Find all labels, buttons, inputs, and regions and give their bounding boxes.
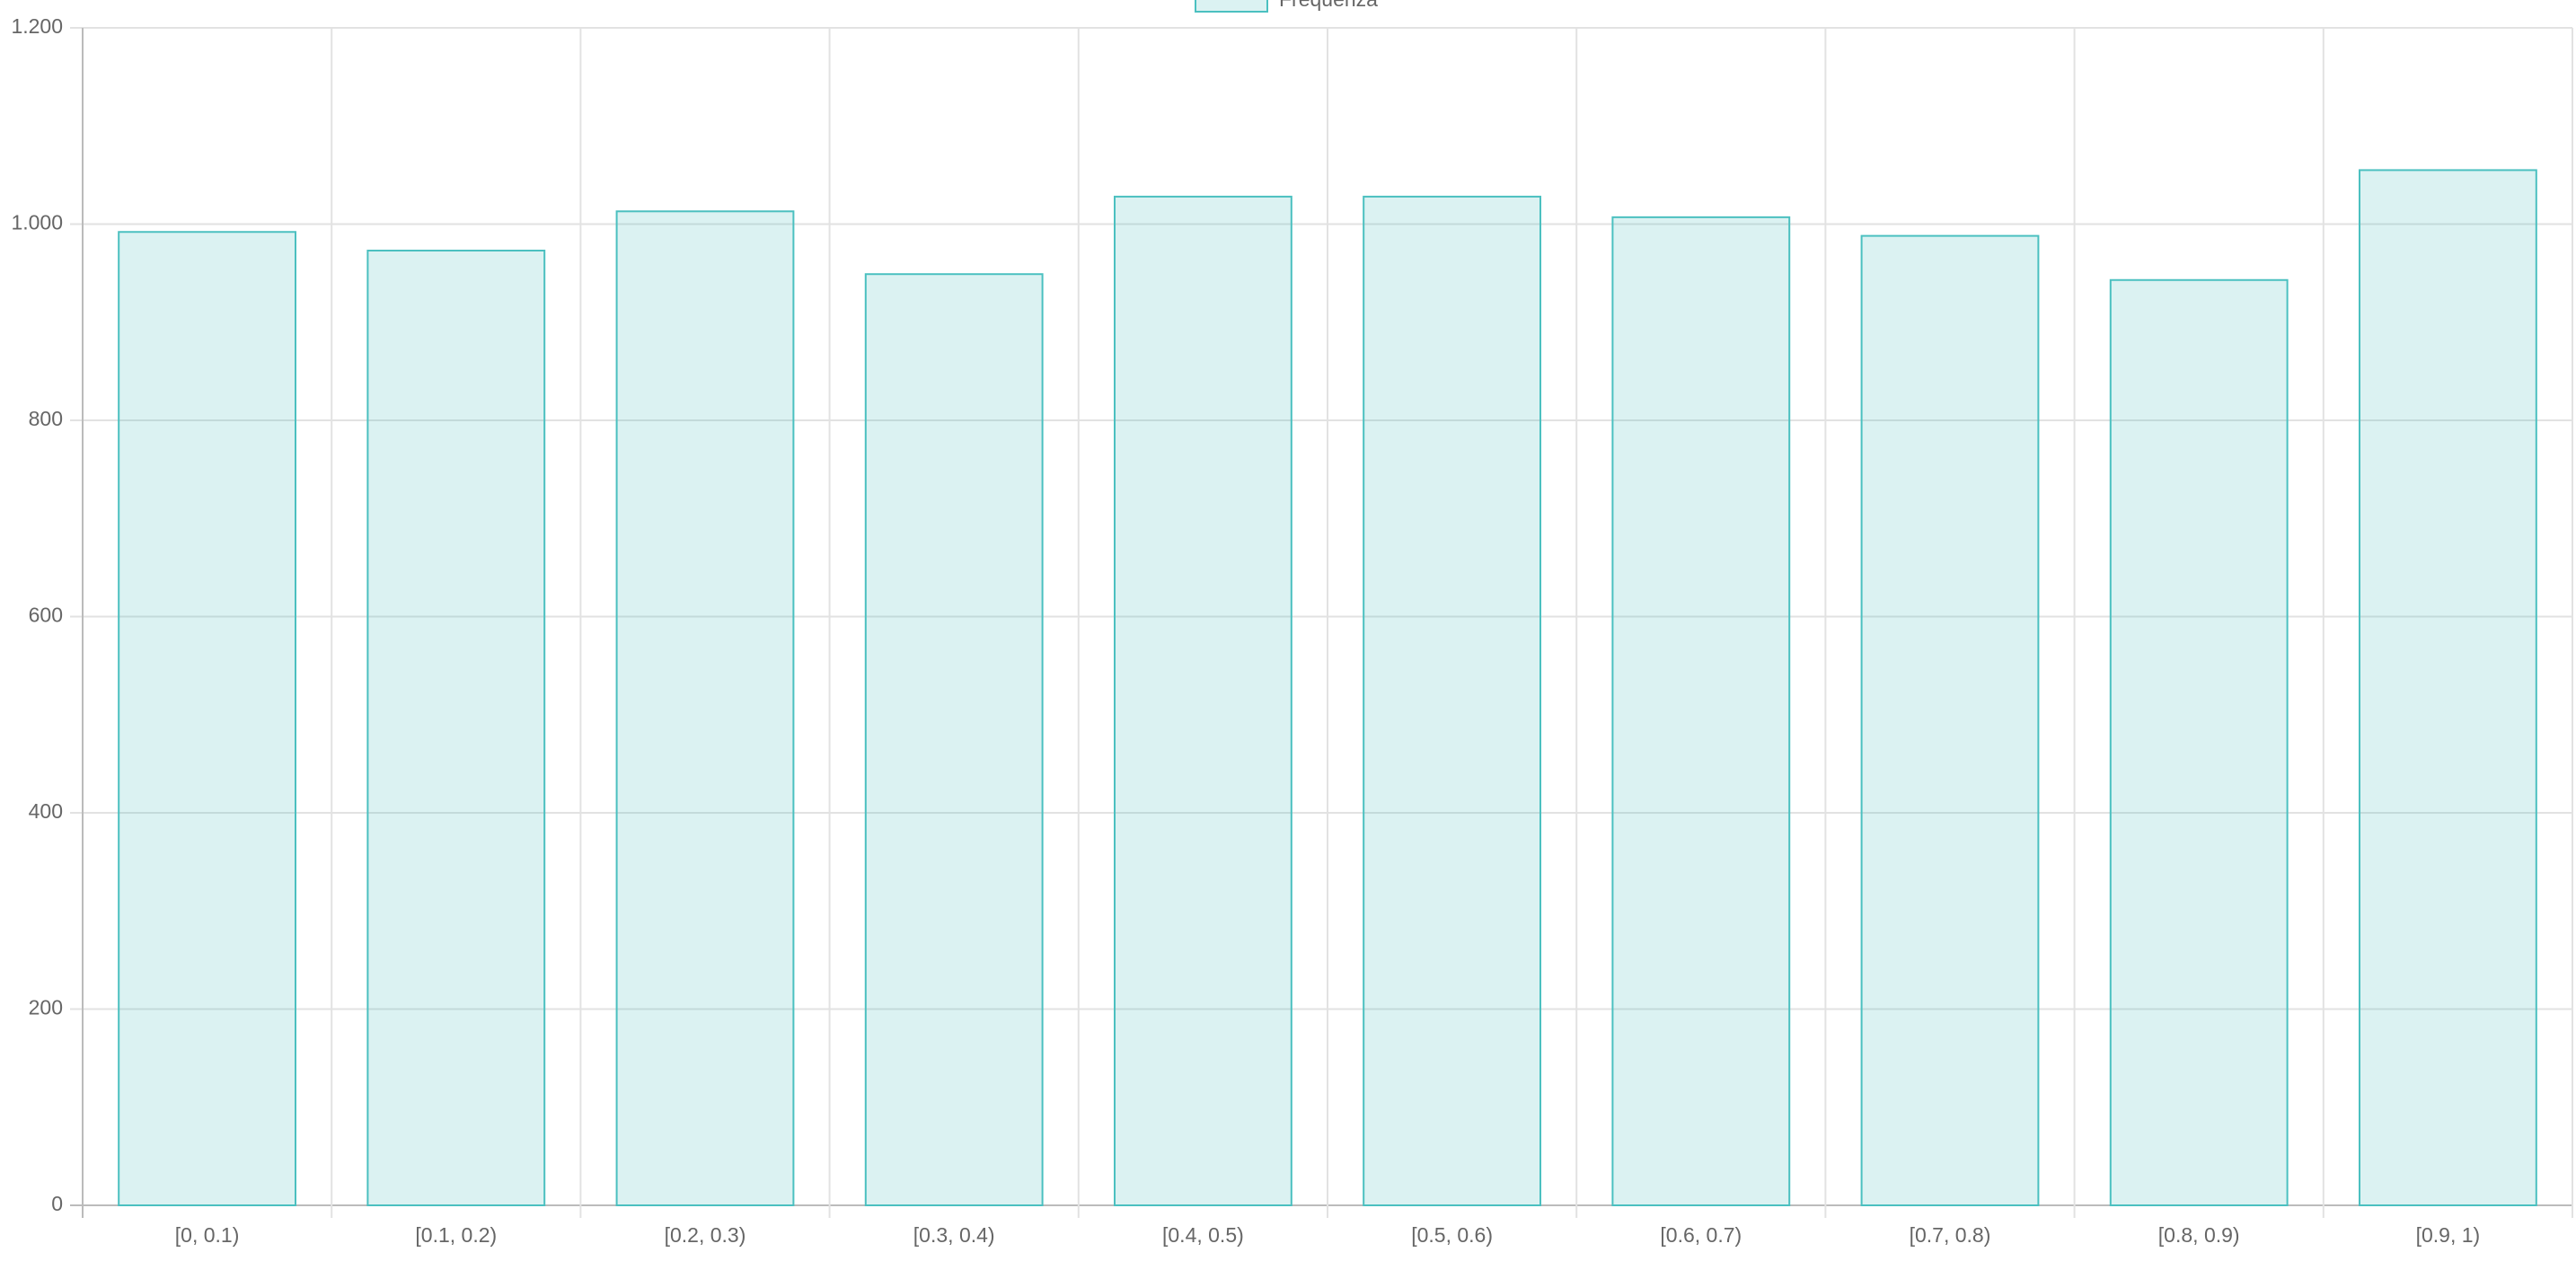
bar xyxy=(1860,234,2040,1206)
legend-swatch xyxy=(1195,0,1268,13)
x-tick-label: [0.1, 0.2) xyxy=(415,1223,497,1247)
bar xyxy=(615,210,795,1207)
bar xyxy=(118,231,297,1206)
x-tick-label: [0.7, 0.8) xyxy=(1910,1223,1991,1247)
bar xyxy=(864,273,1044,1206)
bar xyxy=(2358,169,2537,1207)
y-tick-label: 600 xyxy=(29,604,63,627)
y-tick-label: 1.000 xyxy=(11,211,63,234)
bar xyxy=(2109,278,2289,1207)
y-tick-label: 400 xyxy=(29,799,63,823)
x-tick-label: [0.3, 0.4) xyxy=(913,1223,995,1247)
y-tick-label: 1.200 xyxy=(11,14,63,38)
x-tick-label: [0.5, 0.6) xyxy=(1411,1223,1493,1247)
x-tick-label: [0.9, 1) xyxy=(2416,1223,2481,1247)
bar xyxy=(1611,216,1791,1206)
y-tick-label: 200 xyxy=(29,996,63,1019)
legend-label: Frequenza xyxy=(1279,0,1378,11)
bar xyxy=(366,249,546,1206)
x-tick-label: [0.8, 0.9) xyxy=(2158,1223,2240,1247)
bar xyxy=(1363,195,1542,1206)
y-tick-label: 0 xyxy=(51,1192,63,1215)
x-tick-label: [0.6, 0.7) xyxy=(1660,1223,1742,1247)
x-tick-label: [0.2, 0.3) xyxy=(665,1223,746,1247)
x-tick-label: [0.4, 0.5) xyxy=(1162,1223,1244,1247)
bar xyxy=(1113,195,1292,1206)
y-tick-label: 800 xyxy=(29,407,63,430)
x-tick-label: [0, 0.1) xyxy=(175,1223,240,1247)
